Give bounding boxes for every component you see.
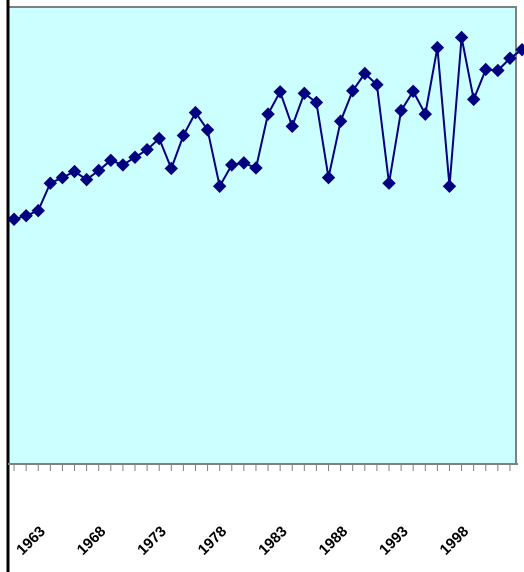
- data-point-marker: [442, 179, 457, 193]
- data-point-marker: [479, 62, 493, 77]
- x-axis-tick-labels: 1963 1968 1973 1978 1983 1988 1993 1998: [13, 523, 472, 559]
- data-point-marker: [346, 84, 360, 98]
- data-point-marker: [394, 103, 408, 118]
- data-point-marker: [285, 119, 299, 134]
- x-tick-label: 1963: [13, 523, 49, 559]
- data-point-marker: [466, 92, 481, 107]
- data-point-marker: [370, 77, 384, 92]
- data-point-marker: [188, 105, 203, 120]
- data-point-marker: [491, 63, 505, 78]
- data-point-marker: [515, 42, 524, 57]
- series-markers: [7, 30, 524, 226]
- data-point-marker: [430, 40, 445, 55]
- data-point-marker: [116, 158, 130, 172]
- x-tick-label: 1988: [316, 523, 352, 559]
- data-point-marker: [225, 158, 239, 172]
- x-tick-label: 1978: [195, 523, 231, 559]
- x-tick-label: 1968: [74, 523, 110, 559]
- data-point-marker: [382, 176, 396, 190]
- data-point-marker: [237, 156, 251, 170]
- data-point-marker: [31, 203, 45, 218]
- data-point-marker: [128, 150, 142, 165]
- data-point-marker: [152, 131, 166, 146]
- data-point-marker: [261, 107, 275, 121]
- data-point-marker: [79, 172, 94, 187]
- data-point-marker: [212, 179, 227, 193]
- data-point-marker: [19, 208, 33, 223]
- data-point-marker: [309, 95, 324, 110]
- x-tick-label: 1998: [437, 523, 473, 559]
- data-point-marker: [92, 163, 106, 178]
- data-point-marker: [200, 123, 215, 137]
- data-point-marker: [55, 170, 70, 185]
- data-point-marker: [321, 170, 336, 185]
- data-point-marker: [418, 107, 432, 121]
- data-point-marker: [358, 66, 372, 81]
- data-point-marker: [297, 86, 312, 101]
- x-tick-label: 1973: [134, 523, 170, 559]
- data-point-marker: [43, 176, 58, 190]
- data-point-marker: [164, 161, 178, 176]
- data-point-marker: [273, 85, 287, 99]
- data-point-marker: [249, 161, 263, 175]
- x-tick-label: 1983: [255, 523, 291, 559]
- data-point-marker: [104, 153, 118, 168]
- x-tick-label: 1993: [376, 523, 412, 559]
- data-point-marker: [503, 51, 517, 65]
- data-point-marker: [406, 84, 420, 98]
- data-point-marker: [7, 212, 21, 226]
- x-axis-ticks: [13, 464, 511, 471]
- data-point-marker: [140, 142, 154, 157]
- data-point-marker: [333, 114, 348, 128]
- data-point-marker: [454, 30, 469, 45]
- data-point-marker: [176, 128, 191, 143]
- data-point-marker: [67, 164, 82, 179]
